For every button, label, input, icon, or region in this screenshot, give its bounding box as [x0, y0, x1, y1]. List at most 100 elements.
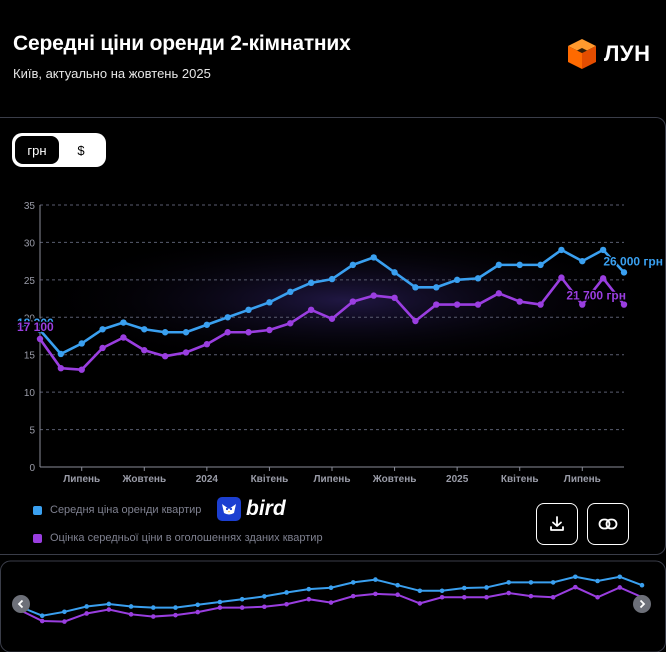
data-point[interactable]	[391, 269, 398, 276]
data-point[interactable]	[537, 301, 544, 308]
data-point[interactable]	[224, 314, 231, 321]
data-point[interactable]	[453, 276, 461, 284]
mini-data-point	[262, 604, 267, 610]
data-point[interactable]	[203, 321, 211, 328]
legend-item-estimate[interactable]: Оцінка середньої ціни в оголошеннях здан…	[33, 532, 323, 544]
x-tick-label: 2025	[446, 474, 469, 485]
data-point[interactable]	[349, 261, 357, 269]
data-point[interactable]	[558, 246, 565, 254]
data-point[interactable]	[516, 298, 523, 305]
legend-label-avg-price: Середня ціна оренди квартир	[50, 504, 202, 516]
data-point[interactable]	[36, 326, 44, 334]
data-point[interactable]	[537, 261, 544, 269]
mini-data-point	[550, 580, 556, 585]
mini-data-point	[639, 582, 645, 588]
data-point[interactable]	[161, 329, 169, 336]
download-icon	[550, 516, 564, 531]
data-point[interactable]	[579, 301, 586, 308]
data-point[interactable]	[579, 257, 586, 265]
mini-data-point	[62, 619, 67, 624]
mini-data-point	[373, 577, 378, 582]
mini-data-point	[62, 609, 67, 615]
data-point[interactable]	[120, 319, 127, 326]
data-point[interactable]	[370, 254, 377, 261]
data-point[interactable]	[495, 261, 503, 269]
data-point[interactable]	[78, 340, 85, 347]
data-point[interactable]	[120, 334, 127, 341]
data-point[interactable]	[620, 269, 628, 276]
mini-data-point	[128, 612, 134, 617]
legend-item-avg-price[interactable]: Середня ціна оренди квартир	[33, 504, 201, 516]
scroll-right-button[interactable]	[633, 595, 651, 613]
data-point[interactable]	[78, 366, 85, 373]
page-title: Середні ціни оренди 2-кімнатних	[13, 32, 351, 55]
mini-data-point	[84, 611, 89, 616]
data-point[interactable]	[245, 306, 252, 313]
x-tick-label: Липень	[564, 474, 601, 485]
data-point[interactable]	[224, 329, 231, 336]
data-point[interactable]	[245, 329, 252, 336]
bird-partner-logo[interactable]: bird	[217, 497, 286, 521]
data-point[interactable]	[516, 261, 523, 269]
range-navigator[interactable]	[0, 560, 666, 652]
x-tick-label: Квітень	[501, 474, 539, 485]
data-point[interactable]	[391, 294, 398, 302]
data-point[interactable]	[474, 275, 482, 282]
currency-toggle[interactable]: грн $	[12, 133, 106, 167]
x-tick-label: Жовтень	[372, 474, 417, 485]
data-point[interactable]	[266, 299, 273, 306]
data-point[interactable]	[620, 301, 628, 308]
mini-data-point	[595, 578, 600, 584]
data-point[interactable]	[412, 317, 419, 325]
data-point[interactable]	[57, 350, 65, 358]
mini-data-point	[217, 599, 223, 605]
data-point[interactable]	[182, 329, 190, 336]
data-point[interactable]	[99, 326, 106, 333]
data-point[interactable]	[57, 364, 65, 372]
lun-logo[interactable]: ЛУН	[567, 38, 651, 70]
data-point[interactable]	[161, 353, 169, 360]
data-point[interactable]	[287, 288, 294, 296]
data-point[interactable]	[287, 320, 294, 327]
y-tick-label: 25	[24, 276, 36, 287]
data-point[interactable]	[433, 301, 440, 308]
data-point[interactable]	[141, 326, 148, 333]
data-point[interactable]	[141, 347, 148, 354]
data-point[interactable]	[99, 344, 106, 352]
data-point[interactable]	[328, 315, 336, 322]
chevron-right-icon	[639, 599, 646, 609]
data-point[interactable]	[412, 284, 419, 291]
mini-data-point	[106, 601, 112, 607]
series-value-label: 18 300	[17, 316, 54, 330]
mini-data-point	[439, 588, 445, 594]
data-point[interactable]	[558, 274, 565, 281]
data-point[interactable]	[474, 301, 482, 308]
mini-data-point	[128, 604, 134, 609]
data-point[interactable]	[328, 275, 336, 283]
data-point[interactable]	[182, 349, 190, 356]
data-point[interactable]	[495, 290, 503, 297]
x-tick-label: 2024	[196, 474, 219, 485]
mini-data-point	[284, 590, 289, 595]
data-point[interactable]	[599, 275, 607, 282]
data-point[interactable]	[307, 279, 315, 287]
download-button[interactable]	[536, 503, 578, 545]
data-point[interactable]	[599, 246, 607, 254]
scroll-left-button[interactable]	[12, 595, 30, 613]
data-point[interactable]	[203, 341, 211, 348]
mini-data-point	[573, 574, 578, 580]
data-point[interactable]	[370, 292, 377, 299]
currency-option-uah[interactable]: грн	[15, 136, 59, 164]
data-point[interactable]	[349, 298, 357, 305]
share-link-button[interactable]	[587, 503, 629, 545]
data-point[interactable]	[36, 335, 44, 343]
data-point[interactable]	[266, 326, 273, 334]
currency-option-usd[interactable]: $	[77, 142, 85, 158]
data-point[interactable]	[453, 301, 461, 308]
y-tick-label: 5	[29, 426, 35, 437]
mini-data-point	[306, 586, 312, 592]
data-point[interactable]	[433, 284, 440, 291]
data-point[interactable]	[307, 306, 315, 313]
mini-data-point	[306, 596, 312, 602]
